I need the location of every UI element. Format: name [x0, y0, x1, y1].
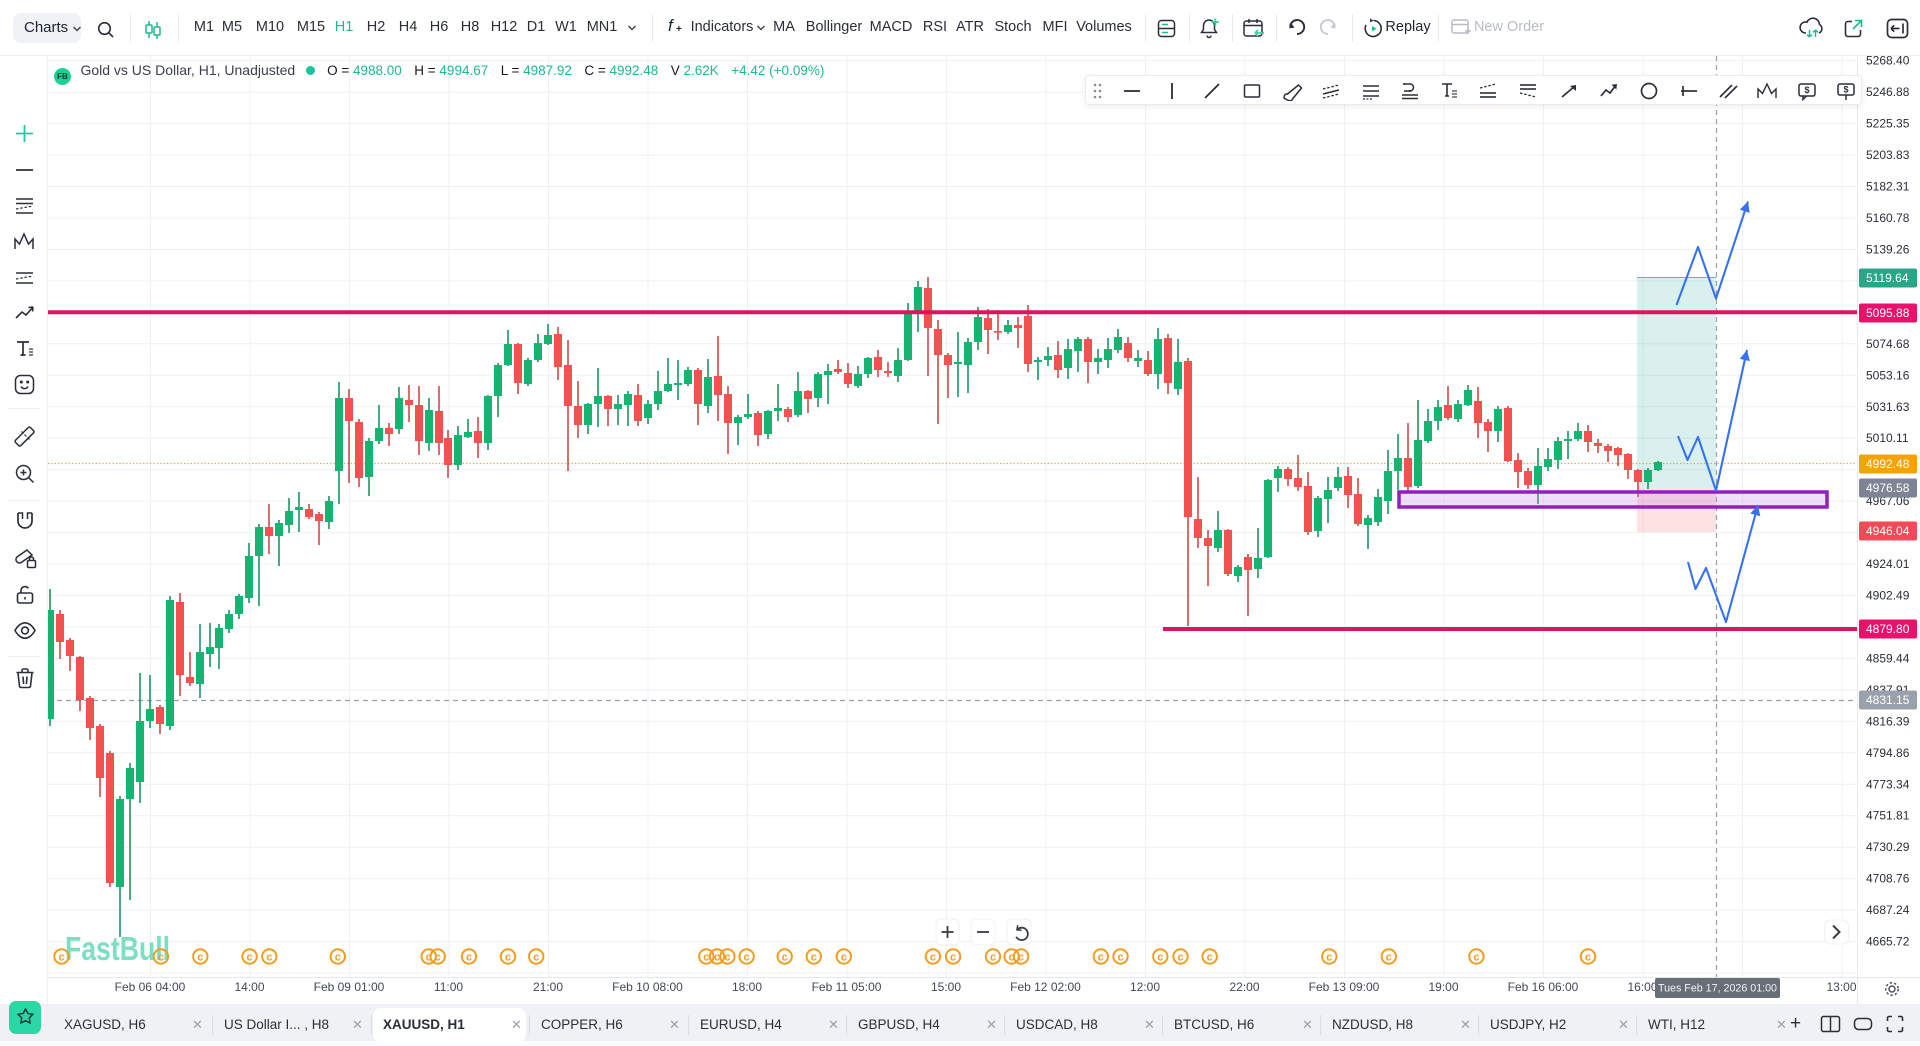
svg-text:c: c: [533, 952, 539, 964]
svg-text:4687.24: 4687.24: [1866, 903, 1910, 917]
svg-text:16:00: 16:00: [1627, 980, 1657, 994]
svg-text:c: c: [58, 952, 64, 964]
svg-text:5139.26: 5139.26: [1866, 243, 1910, 257]
svg-text:c: c: [266, 952, 272, 964]
svg-text:Tues Feb 17, 2026 01:00: Tues Feb 17, 2026 01:00: [1658, 983, 1777, 995]
svg-text:c: c: [1177, 952, 1183, 964]
svg-text:Feb 06 04:00: Feb 06 04:00: [115, 980, 186, 994]
svg-text:4859.44: 4859.44: [1866, 651, 1910, 665]
svg-text:5119.64: 5119.64: [1866, 271, 1909, 285]
svg-text:c: c: [703, 952, 709, 964]
svg-text:4773.34: 4773.34: [1866, 777, 1910, 791]
svg-text:5225.35: 5225.35: [1866, 117, 1910, 131]
svg-text:$: $: [1804, 85, 1809, 95]
svg-text:c: c: [1473, 952, 1479, 964]
svg-text:c: c: [1585, 952, 1591, 964]
svg-text:4665.72: 4665.72: [1866, 935, 1910, 949]
svg-text:c: c: [335, 952, 341, 964]
svg-text:Feb 12 02:00: Feb 12 02:00: [1010, 980, 1081, 994]
svg-text:Feb 11 05:00: Feb 11 05:00: [812, 980, 882, 994]
svg-text:Feb 13 09:00: Feb 13 09:00: [1309, 980, 1380, 994]
svg-text:4924.01: 4924.01: [1866, 557, 1910, 571]
svg-text:$: $: [1843, 85, 1848, 95]
svg-text:c: c: [505, 952, 511, 964]
svg-text:5031.63: 5031.63: [1866, 400, 1910, 414]
svg-text:c: c: [744, 952, 750, 964]
svg-text:c: c: [1117, 952, 1123, 964]
svg-text:5160.78: 5160.78: [1866, 211, 1910, 225]
svg-text:4831.15: 4831.15: [1866, 693, 1910, 707]
svg-text:12:00: 12:00: [1130, 980, 1160, 994]
svg-text:c: c: [782, 952, 788, 964]
svg-text:22:00: 22:00: [1229, 980, 1259, 994]
svg-text:c: c: [1207, 952, 1213, 964]
svg-text:4708.76: 4708.76: [1866, 872, 1910, 886]
svg-text:c: c: [1009, 952, 1015, 964]
svg-text:c: c: [1018, 952, 1024, 964]
svg-text:5182.31: 5182.31: [1866, 180, 1910, 194]
svg-text:5246.88: 5246.88: [1866, 85, 1910, 99]
svg-text:c: c: [811, 952, 817, 964]
svg-text:c: c: [1326, 952, 1332, 964]
svg-text:4967.06: 4967.06: [1866, 494, 1910, 508]
svg-text:c: c: [426, 952, 432, 964]
svg-text:21:00: 21:00: [533, 980, 563, 994]
svg-text:c: c: [197, 952, 203, 964]
svg-text:c: c: [724, 952, 730, 964]
svg-text:4992.48: 4992.48: [1866, 457, 1910, 471]
svg-text:15:00: 15:00: [931, 980, 961, 994]
svg-text:4816.39: 4816.39: [1866, 714, 1910, 728]
svg-text:c: c: [1386, 952, 1392, 964]
svg-text:4730.29: 4730.29: [1866, 840, 1910, 854]
svg-text:5203.83: 5203.83: [1866, 148, 1910, 162]
svg-text:4902.49: 4902.49: [1866, 589, 1910, 603]
svg-text:5268.40: 5268.40: [1866, 54, 1910, 68]
svg-text:c: c: [841, 952, 847, 964]
svg-text:5010.11: 5010.11: [1866, 431, 1909, 445]
svg-text:4976.58: 4976.58: [1866, 481, 1910, 495]
svg-text:c: c: [435, 952, 441, 964]
svg-text:4879.80: 4879.80: [1866, 622, 1910, 636]
svg-text:c: c: [990, 952, 996, 964]
svg-text:11:00: 11:00: [434, 980, 463, 994]
svg-text:c: c: [714, 952, 720, 964]
svg-text:14:00: 14:00: [234, 980, 264, 994]
svg-text:c: c: [158, 952, 164, 964]
svg-text:Feb 09 01:00: Feb 09 01:00: [314, 980, 385, 994]
svg-text:Feb 16 06:00: Feb 16 06:00: [1508, 980, 1579, 994]
svg-text:5053.16: 5053.16: [1866, 368, 1910, 382]
svg-text:4946.04: 4946.04: [1866, 524, 1910, 538]
svg-text:c: c: [247, 952, 253, 964]
svg-text:4794.86: 4794.86: [1866, 746, 1910, 760]
svg-text:c: c: [950, 952, 956, 964]
svg-text:18:00: 18:00: [732, 980, 762, 994]
svg-text:FastBull: FastBull: [65, 930, 170, 967]
svg-text:c: c: [1098, 952, 1104, 964]
svg-text:4751.81: 4751.81: [1866, 809, 1910, 823]
svg-text:5074.68: 5074.68: [1866, 337, 1910, 351]
svg-text:c: c: [930, 952, 936, 964]
svg-text:5095.88: 5095.88: [1866, 306, 1910, 320]
svg-text:c: c: [466, 952, 472, 964]
svg-text:19:00: 19:00: [1428, 980, 1458, 994]
svg-text:c: c: [1157, 952, 1163, 964]
svg-text:Feb 10 08:00: Feb 10 08:00: [612, 980, 683, 994]
svg-text:13:00: 13:00: [1826, 980, 1856, 994]
